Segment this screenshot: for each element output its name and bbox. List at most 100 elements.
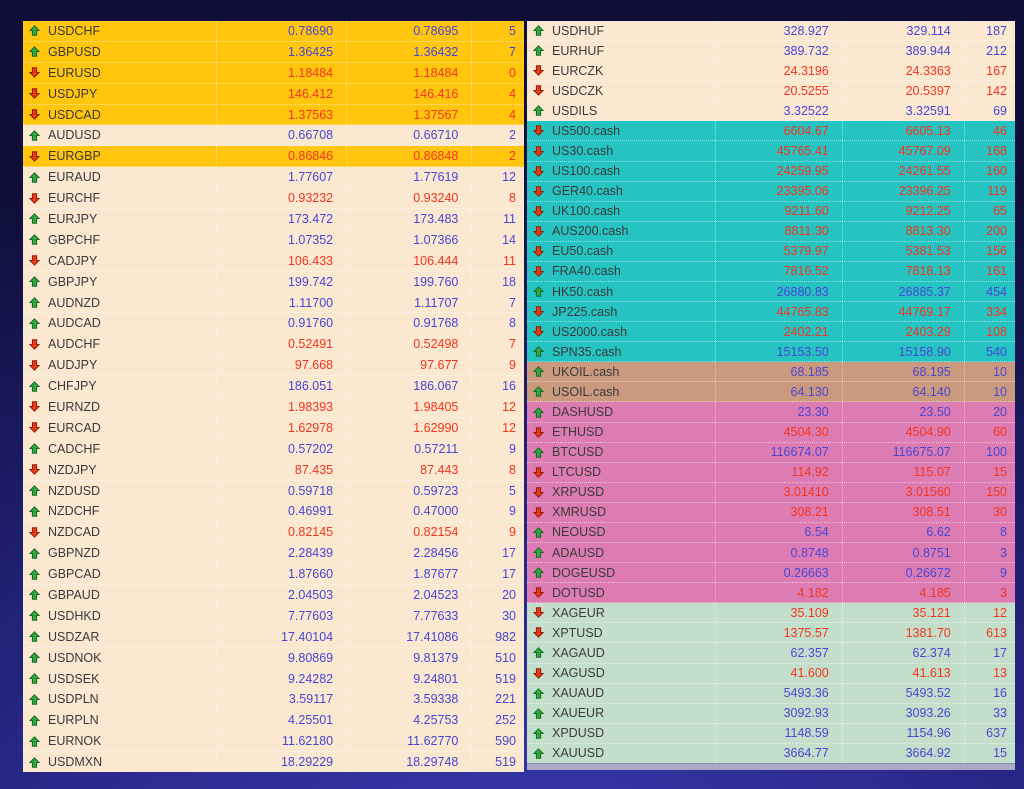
symbol-row-nzdcad[interactable]: NZDCAD 0.82145 0.82154 9	[23, 522, 524, 544]
symbol-row-ltcusd[interactable]: LTCUSD 114.92 115.07 15	[527, 462, 1015, 483]
symbol-row-xauusd[interactable]: XAUUSD 3664.77 3664.92 15	[527, 743, 1015, 763]
symbol-row-xmrusd[interactable]: XMRUSD 308.21 308.51 30	[527, 502, 1015, 523]
symbol-row-adausd[interactable]: ADAUSD 0.8748 0.8751 3	[527, 543, 1015, 564]
symbol-row-gbpcad[interactable]: GBPCAD 1.87660 1.87677 17	[23, 564, 524, 586]
symbol-row-eurchf[interactable]: EURCHF 0.93232 0.93240 8	[23, 188, 524, 210]
arrow-down-icon	[533, 326, 544, 338]
symbol-row-usdmxn[interactable]: USDMXN 18.29229 18.29748 519	[23, 752, 524, 773]
symbol-cell: XAGAUD	[527, 643, 715, 662]
symbol-row-usdjpy[interactable]: USDJPY 146.412 146.416 4	[23, 83, 524, 105]
bid-cell: 3664.77	[714, 743, 842, 763]
symbol-row-spn35-cash[interactable]: SPN35.cash 15153.50 15158.90 540	[527, 342, 1015, 363]
symbol-row-eurnzd[interactable]: EURNZD 1.98393 1.98405 12	[23, 397, 524, 418]
symbol-row-eurjpy[interactable]: EURJPY 173.472 173.483 11	[23, 209, 524, 230]
symbol-row-xaueur[interactable]: XAUEUR 3092.93 3093.26 33	[527, 703, 1015, 724]
symbol-row-eurusd[interactable]: EURUSD 1.18484 1.18484 0	[23, 62, 524, 84]
symbol-row-dashusd[interactable]: DASHUSD 23.30 23.50 20	[527, 402, 1015, 423]
symbol-row-nzdusd[interactable]: NZDUSD 0.59718 0.59723 5	[23, 480, 524, 502]
symbol-row-eurcad[interactable]: EURCAD 1.62978 1.62990 12	[23, 417, 524, 439]
spread-cell: 7	[471, 292, 524, 313]
symbol-row-gbpjpy[interactable]: GBPJPY 199.742 199.760 18	[23, 271, 524, 293]
ask-cell: 0.91768	[346, 313, 471, 334]
symbol-row-audjpy[interactable]: AUDJPY 97.668 97.677 9	[23, 355, 524, 377]
ask-cell: 0.57211	[346, 438, 471, 459]
arrow-up-icon	[533, 707, 544, 719]
symbol-row-ger40-cash[interactable]: GER40.cash 23395.06 23396.25 119	[527, 181, 1015, 202]
symbol-row-usdczk[interactable]: USDCZK 20.5255 20.5397 142	[527, 81, 1015, 102]
symbol-label: XPDUSD	[552, 726, 605, 741]
symbol-row-eurgbp[interactable]: EURGBP 0.86846 0.86848 2	[23, 146, 524, 168]
symbol-row-gbpaud[interactable]: GBPAUD 2.04503 2.04523 20	[23, 585, 524, 606]
symbol-row-us100-cash[interactable]: US100.cash 24259.95 24261.55 160	[527, 161, 1015, 182]
symbol-row-cadjpy[interactable]: CADJPY 106.433 106.444 11	[23, 250, 524, 272]
symbol-row-cadchf[interactable]: CADCHF 0.57202 0.57211 9	[23, 438, 524, 460]
symbol-row-aus200-cash[interactable]: AUS200.cash 8811.30 8813.30 200	[527, 221, 1015, 242]
symbol-row-usdnok[interactable]: USDNOK 9.80869 9.81379 510	[23, 647, 524, 669]
arrow-down-icon	[533, 125, 544, 137]
symbol-row-xptusd[interactable]: XPTUSD 1375.57 1381.70 613	[527, 623, 1015, 644]
symbol-row-usdhuf[interactable]: USDHUF 328.927 329.114 187	[527, 21, 1015, 42]
ask-cell: 6.62	[841, 522, 964, 543]
symbol-row-ethusd[interactable]: ETHUSD 4504.30 4504.90 60	[527, 422, 1015, 443]
symbol-row-eurczk[interactable]: EURCZK 24.3196 24.3363 167	[527, 61, 1015, 82]
symbol-row-audchf[interactable]: AUDCHF 0.52491 0.52498 7	[23, 334, 524, 356]
symbol-row-btcusd[interactable]: BTCUSD 116674.07 116675.07 100	[527, 442, 1015, 463]
symbol-row-usdhkd[interactable]: USDHKD 7.77603 7.77633 30	[23, 605, 524, 627]
symbol-row-hk50-cash[interactable]: HK50.cash 26880.83 26885.37 454	[527, 282, 1015, 303]
arrow-up-icon	[29, 610, 40, 622]
symbol-row-dotusd[interactable]: DOTUSD 4.182 4.185 3	[527, 583, 1015, 604]
spread-cell: 30	[471, 605, 524, 626]
symbol-row-usdzar[interactable]: USDZAR 17.40104 17.41086 982	[23, 626, 524, 648]
symbol-row-eu50-cash[interactable]: EU50.cash 5379.97 5381.53 156	[527, 241, 1015, 262]
symbol-label: FRA40.cash	[552, 264, 621, 279]
symbol-label: USDCAD	[48, 107, 101, 122]
symbol-row-us2000-cash[interactable]: US2000.cash 2402.21 2403.29 108	[527, 322, 1015, 343]
symbol-row-eurpln[interactable]: EURPLN 4.25501 4.25753 252	[23, 710, 524, 732]
bid-cell: 7816.52	[714, 261, 842, 282]
symbol-cell: CHFJPY	[23, 376, 216, 396]
symbol-row-usdils[interactable]: USDILS 3.32522 3.32591 69	[527, 101, 1015, 122]
symbol-row-fra40-cash[interactable]: FRA40.cash 7816.52 7818.13 161	[527, 261, 1015, 283]
symbol-row-audusd[interactable]: AUDUSD 0.66708 0.66710 2	[23, 125, 524, 147]
symbol-row-us500-cash[interactable]: US500.cash 6604.67 6605.13 46	[527, 121, 1015, 142]
symbol-row-eurnok[interactable]: EURNOK 11.62180 11.62770 590	[23, 731, 524, 753]
symbol-cell: USDHKD	[23, 606, 216, 626]
symbol-row-usdsek[interactable]: USDSEK 9.24282 9.24801 519	[23, 668, 524, 690]
symbol-row-ukoil-cash[interactable]: UKOIL.cash 68.185 68.195 10	[527, 362, 1015, 383]
symbol-row-euraud[interactable]: EURAUD 1.77607 1.77619 12	[23, 167, 524, 189]
symbol-row-jp225-cash[interactable]: JP225.cash 44765.83 44769.17 334	[527, 302, 1015, 323]
arrow-up-icon	[533, 446, 544, 458]
symbol-row-uk100-cash[interactable]: UK100.cash 9211.60 9212.25 65	[527, 201, 1015, 222]
symbol-row-usdcad[interactable]: USDCAD 1.37563 1.37567 4	[23, 104, 524, 126]
symbol-row-xauaud[interactable]: XAUAUD 5493.36 5493.52 16	[527, 683, 1015, 704]
symbol-row-usdchf[interactable]: USDCHF 0.78690 0.78695 5	[23, 21, 524, 42]
symbol-row-neousd[interactable]: NEOUSD 6.54 6.62 8	[527, 522, 1015, 544]
horizontal-scrollbar[interactable]	[527, 763, 1015, 770]
symbol-row-audcad[interactable]: AUDCAD 0.91760 0.91768 8	[23, 313, 524, 335]
arrow-down-icon	[533, 185, 544, 197]
symbol-row-dogeusd[interactable]: DOGEUSD 0.26663 0.26672 9	[527, 563, 1015, 584]
symbol-cell: NZDCAD	[23, 522, 216, 542]
symbol-cell: USDSEK	[23, 669, 216, 689]
symbol-row-xagaud[interactable]: XAGAUD 62.357 62.374 17	[527, 643, 1015, 664]
symbol-row-chfjpy[interactable]: CHFJPY 186.051 186.067 16	[23, 376, 524, 398]
symbol-row-xageur[interactable]: XAGEUR 35.109 35.121 12	[527, 603, 1015, 624]
symbol-row-us30-cash[interactable]: US30.cash 45765.41 45767.09 168	[527, 141, 1015, 162]
symbol-row-audnzd[interactable]: AUDNZD 1.11700 1.11707 7	[23, 292, 524, 314]
spread-cell: 4	[471, 83, 524, 104]
symbol-row-nzdchf[interactable]: NZDCHF 0.46991 0.47000 9	[23, 501, 524, 523]
symbol-row-gbpnzd[interactable]: GBPNZD 2.28439 2.28456 17	[23, 543, 524, 565]
symbol-row-xagusd[interactable]: XAGUSD 41.600 41.613 13	[527, 663, 1015, 684]
symbol-row-xpdusd[interactable]: XPDUSD 1148.59 1154.96 637	[527, 723, 1015, 744]
arrow-up-icon	[29, 25, 40, 37]
arrow-up-icon	[533, 346, 544, 357]
symbol-row-eurhuf[interactable]: EURHUF 389.732 389.944 212	[527, 41, 1015, 62]
spread-cell: 150	[963, 482, 1015, 502]
symbol-row-gbpusd[interactable]: GBPUSD 1.36425 1.36432 7	[23, 41, 524, 63]
symbol-row-usdpln[interactable]: USDPLN 3.59117 3.59338 221	[23, 689, 524, 711]
symbol-label: BTCUSD	[552, 445, 604, 460]
symbol-row-nzdjpy[interactable]: NZDJPY 87.435 87.443 8	[23, 459, 524, 481]
symbol-row-gbpchf[interactable]: GBPCHF 1.07352 1.07366 14	[23, 229, 524, 251]
symbol-row-usoil-cash[interactable]: USOIL.cash 64.130 64.140 10	[527, 382, 1015, 403]
symbol-row-xrpusd[interactable]: XRPUSD 3.01410 3.01560 150	[527, 482, 1015, 503]
